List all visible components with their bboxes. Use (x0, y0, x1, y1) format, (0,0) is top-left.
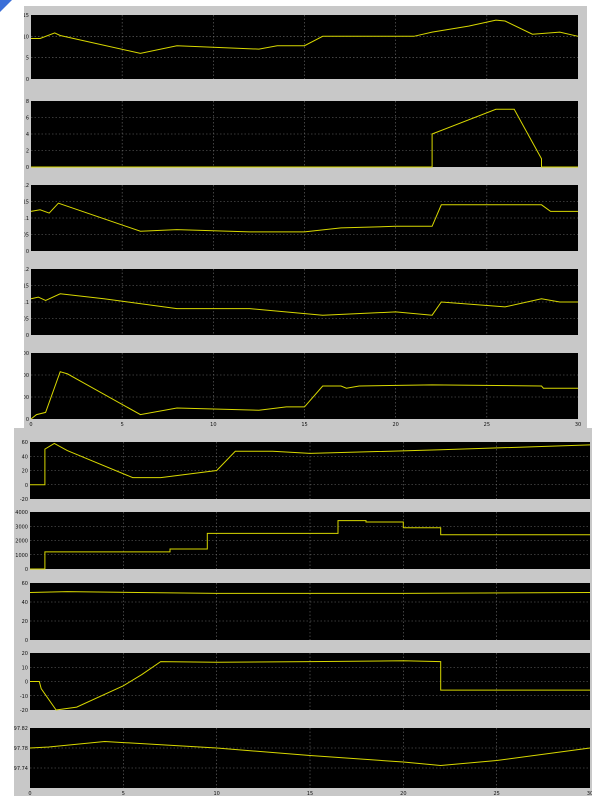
x-tick-label: 5 (121, 422, 124, 428)
scope-figure-top: 0 5 10 15 0 2 4 6 8 0 0.05 0.1 0.15 0.2 0 0.05 0.1 0.15 0.… (24, 13, 581, 428)
y-tick-label: 600 (24, 351, 29, 357)
series-line-1 (30, 660, 590, 711)
y-tick-label: 0.2 (24, 267, 29, 273)
y-tick-label: 1000 (15, 553, 28, 559)
y-tick-label: 5 (26, 56, 29, 62)
scope-panel-5: 0 200 400 600 0 5 10 15 20 25 30 (24, 351, 581, 428)
scope-panel-3: 0 0.05 0.1 0.15 0.2 (24, 183, 578, 255)
y-tick-label: 0 (26, 417, 29, 423)
y-tick-label: 200 (24, 395, 29, 401)
y-tick-label: 0.15 (24, 200, 29, 206)
x-tick-label: 10 (213, 791, 219, 796)
x-tick-label: 20 (400, 791, 406, 796)
plot-area (30, 728, 590, 788)
scope-panel-4: 0 0.05 0.1 0.15 0.2 (24, 267, 578, 339)
y-tick-label: 0.05 (24, 317, 29, 323)
y-tick-label: 0 (25, 638, 28, 644)
x-tick-label: 25 (484, 422, 490, 428)
y-tick-label: 10 (22, 665, 28, 671)
y-tick-label: 4 (26, 132, 29, 138)
x-tick-label: 0 (29, 422, 32, 428)
x-tick-label: 30 (575, 422, 581, 428)
y-tick-label: 97.78 (14, 746, 28, 752)
scope-panel-9: -20 -10 0 10 20 (20, 651, 590, 714)
y-tick-label: 15 (24, 13, 29, 19)
scope-panel-8: 0 20 40 60 (22, 581, 591, 644)
scope-panel-10: 97.74 97.78 97.82 0 5 10 15 20 25 30 (14, 726, 592, 796)
y-tick-label: 0 (26, 333, 29, 339)
y-tick-label: -20 (20, 497, 28, 503)
y-tick-label: -10 (20, 694, 28, 700)
y-tick-label: 0.1 (24, 300, 29, 306)
series-line-1 (31, 19, 579, 54)
y-tick-label: 10 (24, 34, 29, 40)
y-tick-label: 2000 (15, 539, 28, 545)
scope-figure-bottom: -200204060010002000300040000204060-20-10… (14, 440, 592, 796)
y-tick-label: 8 (26, 99, 29, 105)
scope-window-top: 0 5 10 15 0 2 4 6 8 0 0.05 0.1 0.15 0.2 0 0.05 0.1 0.15 0.… (24, 6, 587, 430)
series-line-1 (29, 740, 591, 767)
scope-panel-1: 0 5 10 15 (24, 13, 579, 83)
y-tick-label: 0.05 (24, 233, 29, 239)
y-tick-label: 3000 (15, 524, 28, 530)
x-tick-label: 15 (301, 422, 307, 428)
series-line-1 (30, 520, 590, 570)
x-tick-label: 0 (28, 791, 31, 796)
scope-panel-6: -20 0 20 40 60 (20, 440, 591, 503)
y-tick-label: 60 (22, 581, 28, 587)
y-tick-label: 0.2 (24, 183, 29, 189)
y-tick-label: -20 (20, 708, 28, 714)
y-tick-label: 40 (22, 600, 28, 606)
y-tick-label: 0 (26, 249, 29, 255)
y-tick-label: 0 (26, 77, 29, 83)
scope-panel-7: 0 1000 2000 3000 4000 (15, 510, 590, 573)
y-tick-label: 97.82 (14, 726, 28, 732)
series-line-1 (31, 108, 578, 168)
y-tick-label: 400 (24, 373, 29, 379)
scope-window-bottom: -20 0 20 40 60 0 1000 2000 3000 4000 0 20 40 60 -20 -10… (14, 428, 592, 796)
y-tick-label: 0.1 (24, 216, 29, 222)
series-line-1 (30, 371, 578, 420)
x-tick-label: 5 (122, 791, 125, 796)
y-tick-label: 0 (25, 567, 28, 573)
y-tick-label: 0 (25, 483, 28, 489)
y-tick-label: 97.74 (14, 766, 28, 772)
x-tick-label: 25 (493, 791, 499, 796)
series-line-1 (30, 442, 591, 486)
x-tick-label: 30 (587, 791, 592, 796)
series-line-1 (30, 202, 578, 233)
y-tick-label: 2 (26, 149, 29, 155)
y-tick-label: 0.15 (24, 284, 29, 290)
y-tick-label: 20 (22, 651, 28, 657)
y-tick-label: 0 (25, 680, 28, 686)
y-tick-label: 0 (26, 165, 29, 171)
y-tick-label: 4000 (15, 510, 28, 516)
corner-accent-icon (0, 0, 12, 12)
y-tick-label: 60 (22, 440, 28, 446)
y-tick-label: 20 (22, 469, 28, 475)
y-tick-label: 6 (26, 116, 29, 122)
x-tick-label: 20 (392, 422, 398, 428)
x-tick-label: 10 (210, 422, 216, 428)
y-tick-label: 40 (22, 454, 28, 460)
x-tick-label: 15 (307, 791, 313, 796)
scope-panel-2: 0 2 4 6 8 (26, 99, 578, 171)
series-line-1 (29, 591, 591, 594)
series-line-1 (30, 293, 578, 316)
y-tick-label: 20 (22, 619, 28, 625)
